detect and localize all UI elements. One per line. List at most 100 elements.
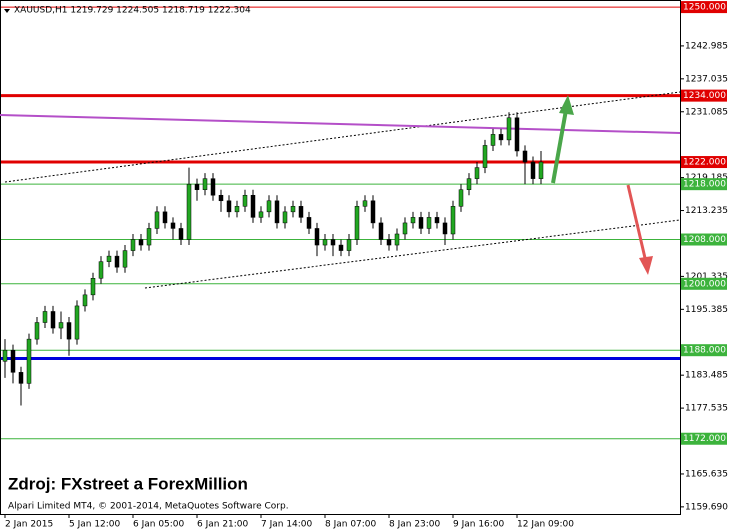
- y-tick-label: 1219.185: [685, 173, 728, 183]
- down-arrow: [626, 184, 653, 275]
- candle-body: [530, 161, 536, 179]
- y-tick-label: 1237.035: [685, 74, 728, 84]
- candle-body: [34, 322, 40, 340]
- x-axis: 2 Jan 2015 5 Jan 12:00 6 Jan 05:00 6 Jan 21…: [4, 514, 574, 530]
- level-label: 1218.000: [683, 180, 726, 190]
- candle-body: [106, 255, 112, 262]
- y-tick-label: 1183.485: [685, 371, 728, 381]
- level-label-bg: [681, 156, 727, 169]
- candle-body: [42, 311, 48, 323]
- candle-body: [354, 206, 360, 240]
- candle-body: [426, 217, 432, 229]
- x-tick-label: 7 Jan 14:00: [261, 520, 313, 530]
- level-label: 1200.000: [683, 279, 726, 289]
- candle-body: [18, 372, 24, 384]
- candle-body: [338, 244, 344, 251]
- candle-body: [226, 200, 232, 213]
- candle-body: [210, 178, 216, 196]
- candle-body: [418, 217, 424, 229]
- up-arrow: [551, 95, 574, 184]
- candle-body: [298, 206, 304, 218]
- candle-body: [330, 239, 336, 246]
- candle-body: [170, 222, 176, 229]
- candle-body: [66, 322, 72, 340]
- candle-body: [466, 178, 472, 190]
- candle-body: [362, 200, 368, 207]
- candle-body: [538, 161, 544, 179]
- candle-body: [282, 211, 288, 224]
- x-tick-label: 12 Jan 09:00: [517, 520, 574, 530]
- candle-body: [154, 211, 160, 229]
- level-label: 1208.000: [683, 235, 726, 245]
- y-tick-label: 1165.635: [685, 469, 728, 479]
- candle-body: [242, 194, 248, 207]
- level-label: 1188.000: [683, 346, 726, 356]
- upper-trendline: [4, 91, 681, 183]
- candle-body: [162, 211, 168, 224]
- x-tick-label: 9 Jan 16:00: [453, 520, 505, 530]
- candle-body: [50, 311, 56, 329]
- level-label-bg: [681, 178, 727, 191]
- y-axis: 1242.985 1237.035 1231.085 1219.185 1213.235…: [680, 1, 728, 512]
- candle-body: [314, 228, 320, 246]
- candle-body: [442, 222, 448, 235]
- candle-body: [378, 222, 384, 240]
- candle-body: [58, 322, 64, 329]
- candle-body: [10, 349, 16, 373]
- level-label: 1250.000: [683, 3, 726, 13]
- candle-body: [234, 206, 240, 213]
- candle-body: [186, 183, 192, 240]
- purple-trendline: [0, 114, 681, 134]
- level-label-bg: [681, 344, 727, 357]
- candle-body: [506, 117, 512, 141]
- level-label: 1172.000: [683, 434, 726, 444]
- candles: [2, 112, 544, 406]
- candle-body: [178, 228, 184, 240]
- candle-body: [322, 239, 328, 246]
- candle-body: [194, 183, 200, 190]
- level-label: 1234.000: [683, 91, 726, 101]
- candle-body: [482, 145, 488, 168]
- candle-body: [474, 167, 480, 179]
- candle-body: [290, 206, 296, 213]
- candle-body: [250, 194, 256, 218]
- candle-body: [394, 233, 400, 246]
- plot-frame: [0, 0, 681, 515]
- y-tick-label: 1159.690: [685, 502, 728, 512]
- candle-body: [98, 261, 104, 279]
- candle-body: [2, 349, 8, 362]
- level-label-bg: [681, 432, 727, 445]
- candle-body: [450, 206, 456, 235]
- candle-body: [138, 239, 144, 246]
- footer: Alpari Limited MT4, © 2001-2014, MetaQuo…: [8, 502, 289, 512]
- candle-body: [74, 305, 80, 340]
- candle-body: [346, 239, 352, 251]
- candle-body: [274, 200, 280, 224]
- candle-body: [146, 228, 152, 246]
- level-label-bg: [681, 89, 727, 102]
- header-icon: [4, 9, 10, 13]
- y-tick-label: 1201.335: [685, 272, 728, 282]
- candle-body: [218, 194, 224, 202]
- level-label-bg: [681, 1, 727, 14]
- candle-body: [402, 222, 408, 235]
- x-tick-label: 8 Jan 07:00: [325, 520, 377, 530]
- candle-body: [130, 239, 136, 251]
- candle-body: [258, 211, 264, 218]
- level-label-bg: [681, 233, 727, 246]
- x-tick-label: 8 Jan 23:00: [389, 520, 441, 530]
- candle-body: [498, 134, 504, 141]
- y-tick-label: 1213.235: [685, 206, 728, 216]
- source-note: Zdroj: FXstreet a ForexMillion: [8, 474, 248, 493]
- level-label-bg: [681, 277, 727, 290]
- candle-body: [370, 200, 376, 224]
- chart-title: XAUUSD,H1 1219.729 1224.505 1218.719 122…: [14, 6, 251, 16]
- candle-body: [514, 117, 520, 152]
- x-tick-label: 2 Jan 2015: [5, 520, 53, 530]
- y-tick-label: 1177.535: [685, 404, 728, 414]
- candle-body: [122, 250, 128, 268]
- candle-body: [522, 150, 528, 163]
- y-tick-label: 1195.385: [685, 305, 728, 315]
